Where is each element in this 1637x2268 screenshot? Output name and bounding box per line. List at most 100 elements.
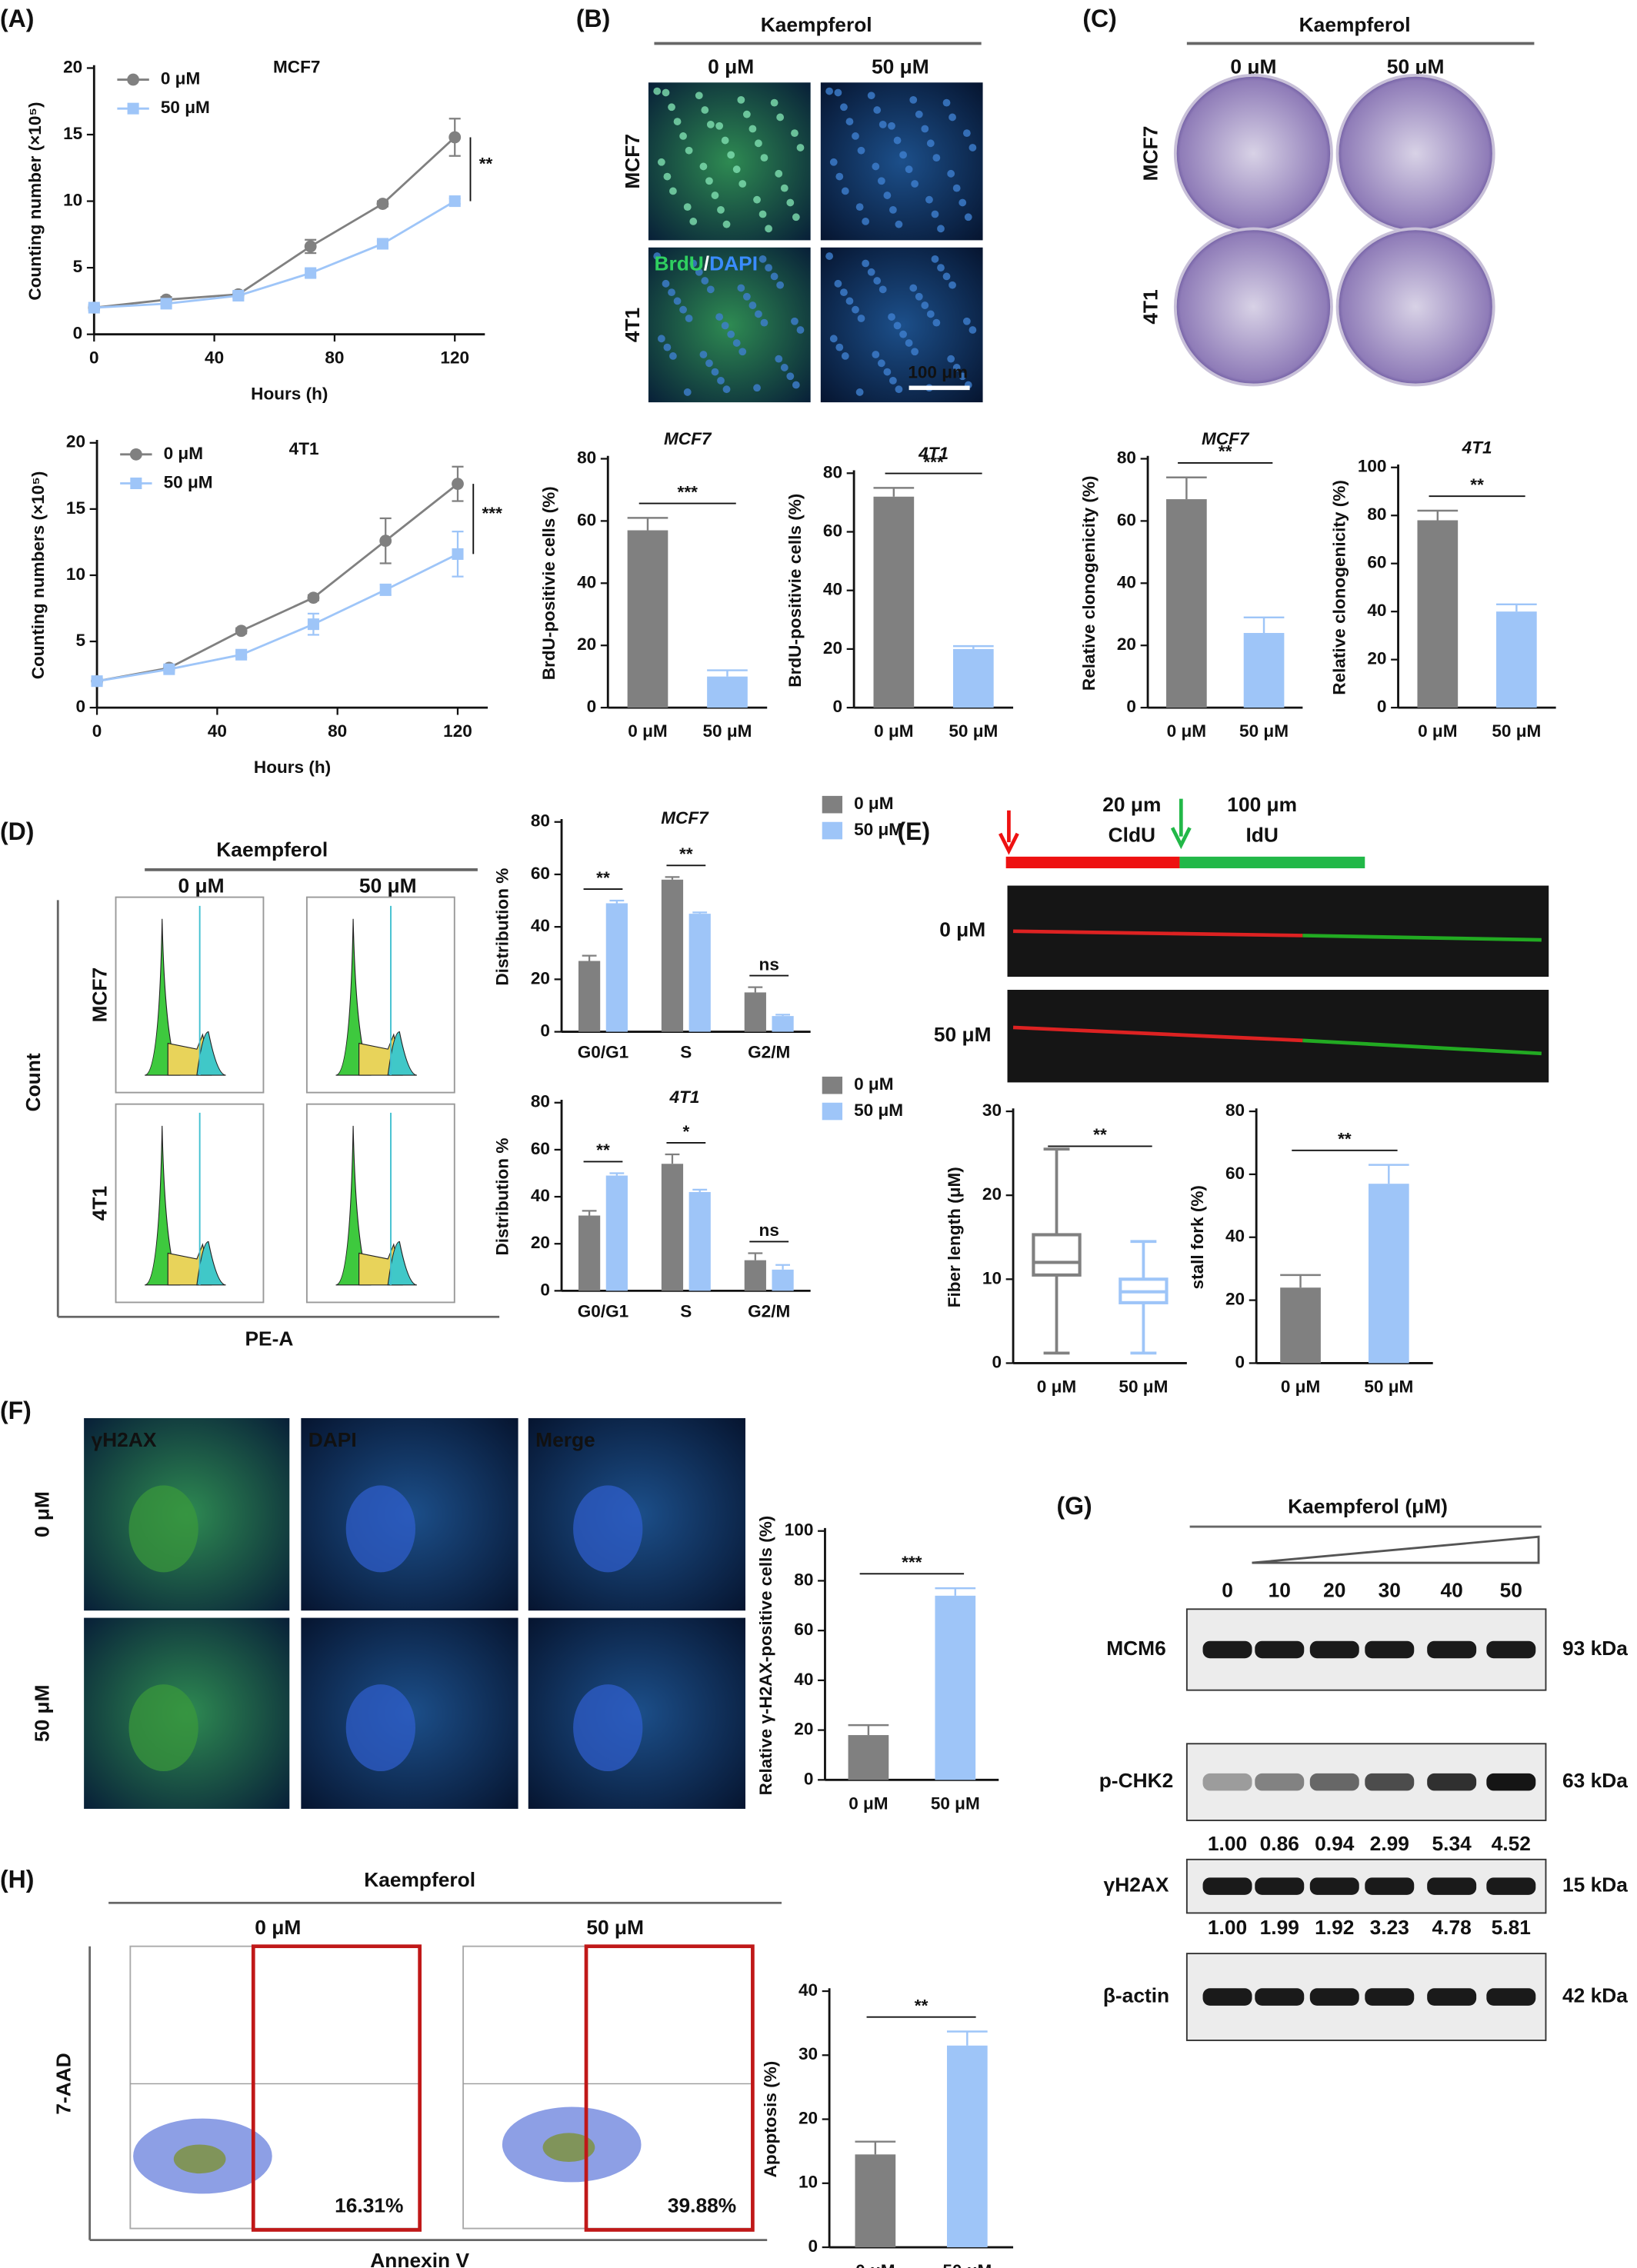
nucleus: [964, 213, 972, 221]
nucleus: [962, 129, 971, 138]
nucleus: [792, 213, 800, 221]
y-tick-label: 60: [1117, 510, 1136, 529]
nucleus: [699, 162, 708, 171]
nucleus: [791, 317, 798, 325]
y-tick-label: 0: [1235, 1352, 1245, 1371]
x-tick-label: 0 μM: [849, 1793, 888, 1813]
y-tick-label: 20: [1225, 1290, 1245, 1309]
gate-box: [584, 1944, 755, 2232]
nucleus: [925, 195, 933, 204]
histogram-frame: [305, 896, 455, 1094]
nucleus: [573, 1485, 643, 1573]
blot-band: [1365, 1988, 1415, 2006]
header: Kaempferol: [364, 1868, 475, 1891]
size-label: 63 kDa: [1562, 1769, 1628, 1792]
header: Kaempferol (μM): [1288, 1495, 1448, 1518]
nucleus: [679, 305, 687, 314]
y-tick-label: 40: [1117, 572, 1136, 591]
fiber-red: [1013, 929, 1303, 938]
nucleus: [683, 388, 692, 396]
channel-label: DAPI: [308, 1428, 357, 1451]
y-tick-label: 60: [1225, 1164, 1245, 1183]
nucleus: [701, 277, 709, 285]
y-tick-label: 40: [577, 572, 596, 591]
nucleus: [893, 321, 902, 330]
blot-band: [1486, 1877, 1536, 1895]
panel-label: (B): [576, 5, 610, 32]
blot-band: [1202, 1877, 1252, 1895]
x-tick-label: 50 μM: [1492, 721, 1541, 741]
row-label: 50 μM: [30, 1684, 53, 1742]
x-tick-label: 40: [205, 348, 224, 368]
row-label: 4T1: [1139, 289, 1162, 324]
nucleus: [889, 205, 897, 214]
nucleus: [835, 343, 844, 351]
y-tick-label: 80: [577, 448, 596, 467]
nucleus: [899, 151, 907, 159]
nucleus: [755, 139, 762, 148]
y-tick-label: 40: [798, 1980, 818, 2000]
marker: [307, 618, 319, 631]
dose-label: 30: [1379, 1579, 1401, 1602]
y-tick-label: 20: [798, 2109, 818, 2128]
nucleus: [699, 351, 708, 358]
axis-label: PE-A: [245, 1327, 294, 1350]
bar: [855, 2154, 896, 2248]
row-label: 4T1: [88, 1186, 112, 1221]
significance-label: **: [1093, 1125, 1107, 1144]
nucleus: [873, 106, 882, 114]
blot-band: [1309, 1877, 1359, 1895]
y-tick-label: 0: [992, 1352, 1002, 1371]
marker: [376, 238, 388, 250]
nucleus: [937, 225, 945, 233]
nucleus: [673, 297, 682, 305]
y-tick-label: 60: [1367, 553, 1386, 572]
marker: [448, 131, 462, 144]
nucleus: [653, 87, 662, 95]
nucleus: [742, 110, 751, 118]
nucleus: [873, 277, 882, 285]
panel-label: (D): [0, 818, 34, 845]
legend-label: 50 μM: [854, 820, 903, 839]
y-tick-label: 40: [531, 916, 550, 935]
nucleus: [841, 187, 849, 195]
nucleus: [931, 210, 939, 218]
dose-label: 50 μM: [872, 55, 929, 78]
nucleus: [128, 1485, 198, 1573]
significance-label: ns: [759, 1221, 779, 1240]
blot-band: [1202, 1988, 1252, 2006]
nucleus: [883, 368, 892, 376]
y-axis-label: Fiber length (μM): [945, 1167, 964, 1307]
x-tick-label: 120: [440, 348, 469, 368]
marker: [160, 298, 172, 310]
nucleus: [786, 372, 795, 381]
blot-band: [1202, 1640, 1252, 1659]
y-tick-label: 15: [63, 124, 82, 143]
dose-label: 10: [1269, 1579, 1291, 1602]
y-axis-label: stall fork (%): [1188, 1185, 1207, 1289]
significance-label: *: [682, 1122, 689, 1141]
histogram-frame: [305, 1103, 455, 1304]
nucleus: [911, 348, 919, 356]
nucleus: [689, 218, 698, 225]
bar: [605, 903, 628, 1032]
ratio-label: 2.99: [1370, 1832, 1409, 1855]
nucleus: [737, 95, 745, 104]
y-axis-label: Relative clonogenicity (%): [1079, 476, 1099, 691]
blot-band: [1365, 1877, 1415, 1895]
y-axis-label: Apoptosis (%): [761, 2061, 780, 2178]
nucleus: [867, 268, 875, 276]
nucleus: [738, 180, 747, 188]
nucleus: [862, 259, 870, 268]
nucleus: [947, 169, 955, 178]
nucleus: [669, 352, 677, 360]
marker: [379, 584, 392, 596]
blot-band: [1309, 1640, 1359, 1659]
marker: [452, 478, 464, 491]
nucleus: [909, 284, 918, 292]
nucleus: [840, 103, 848, 112]
nucleus: [867, 92, 875, 100]
blot-band: [1486, 1988, 1536, 2006]
chart-title: MCF7: [664, 429, 712, 448]
nucleus: [711, 191, 719, 199]
